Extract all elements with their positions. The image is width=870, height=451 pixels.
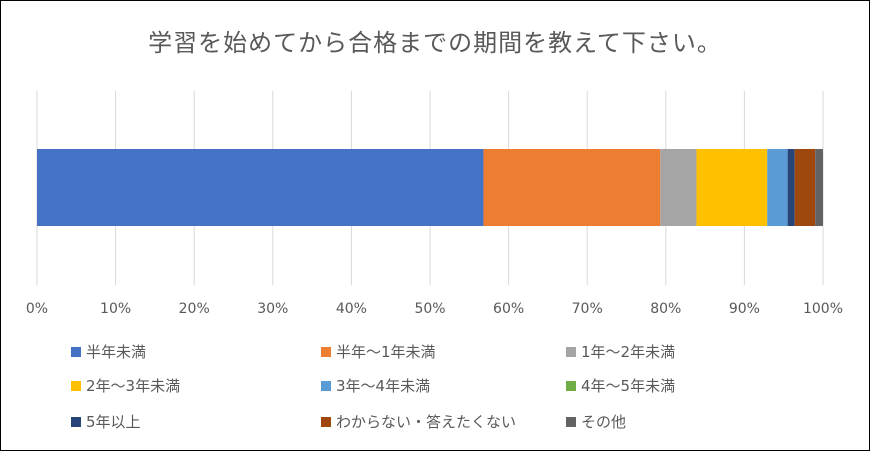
legend-label: その他 <box>581 413 627 431</box>
x-tick-label: 70% <box>572 301 603 317</box>
legend-item: 1年～2年未満 <box>566 341 675 362</box>
legend-label: 2年～3年未満 <box>86 377 181 395</box>
legend-item: わからない・答えたくない <box>321 411 516 432</box>
legend-item: 半年～1年未満 <box>321 341 436 362</box>
x-tick-label: 80% <box>650 301 681 317</box>
bar-segment <box>660 149 697 226</box>
legend-label: 1年～2年未満 <box>581 343 676 361</box>
legend-swatch <box>321 380 331 391</box>
chart-title: 学習を始めてから合格までの期間を教えて下さい。 <box>148 29 722 57</box>
legend-swatch <box>71 380 81 391</box>
legend-label: 3年～4年未満 <box>336 377 431 395</box>
legend-swatch <box>566 380 576 391</box>
legend-swatch <box>566 346 576 357</box>
x-tick-label: 10% <box>100 301 131 317</box>
x-tick-label: 40% <box>336 301 367 317</box>
plot-area: 0% 10% 20% 30% 40% 50% 60% 70% 80% 90% 100% <box>26 91 843 317</box>
legend-item: 3年～4年未満 <box>321 375 430 396</box>
x-tick-label: 100% <box>803 301 843 317</box>
legend-swatch <box>566 416 576 427</box>
x-tick-label: 60% <box>493 301 524 317</box>
x-tick-label: 30% <box>257 301 288 317</box>
bar-segment <box>815 149 823 226</box>
bar-segment <box>787 149 795 226</box>
legend-item: 2年～3年未満 <box>71 375 180 396</box>
bar-segment <box>767 149 788 226</box>
legend-label: わからない・答えたくない <box>336 413 517 431</box>
legend-swatch <box>321 416 331 427</box>
legend-label: 5年以上 <box>86 413 141 431</box>
legend-swatch <box>321 346 331 357</box>
x-tick-label: 50% <box>414 301 445 317</box>
bar-segment <box>483 149 661 226</box>
legend-swatch <box>71 346 81 357</box>
legend-item: 4年～5年未満 <box>566 375 675 396</box>
legend-label: 4年～5年未満 <box>581 377 676 395</box>
bar-segment <box>696 149 768 226</box>
legend-item: 半年未満 <box>71 341 146 362</box>
bar-segment <box>37 149 484 226</box>
legend-label: 半年～1年未満 <box>336 343 436 361</box>
legend-item: 5年以上 <box>71 411 141 432</box>
x-tick-label: 20% <box>179 301 210 317</box>
x-tick-label: 0% <box>26 301 48 317</box>
legend-item: その他 <box>566 411 626 432</box>
bar-segment <box>794 149 816 226</box>
legend-label: 半年未満 <box>86 343 147 361</box>
legend-swatch <box>71 416 81 427</box>
x-tick-label: 90% <box>729 301 760 317</box>
